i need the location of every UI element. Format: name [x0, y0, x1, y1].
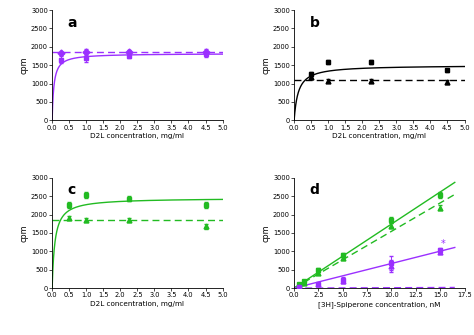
X-axis label: D2L concentration, mg/ml: D2L concentration, mg/ml [91, 133, 184, 139]
Text: c: c [67, 183, 76, 197]
X-axis label: [3H]-Spiperone concentration, nM: [3H]-Spiperone concentration, nM [318, 301, 440, 308]
Text: a: a [67, 15, 77, 29]
Text: *: * [441, 239, 446, 249]
Y-axis label: cpm: cpm [19, 56, 28, 74]
Text: d: d [310, 183, 319, 197]
X-axis label: D2L concentration, mg/ml: D2L concentration, mg/ml [91, 301, 184, 307]
Y-axis label: cpm: cpm [261, 56, 270, 74]
X-axis label: D2L concentration, mg/ml: D2L concentration, mg/ml [332, 133, 426, 139]
Text: b: b [310, 15, 319, 29]
Y-axis label: cpm: cpm [19, 224, 28, 242]
Y-axis label: cpm: cpm [261, 224, 270, 242]
